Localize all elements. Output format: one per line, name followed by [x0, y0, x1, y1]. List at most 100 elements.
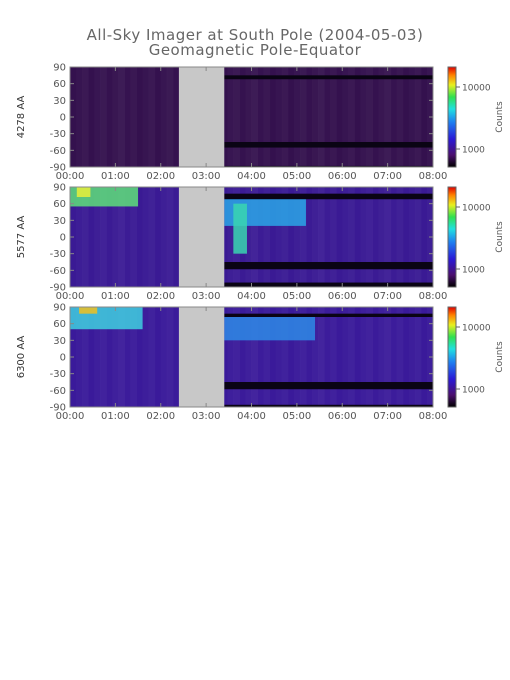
y-tick-label: 90: [53, 303, 66, 314]
texture-stripe: [155, 307, 162, 407]
texture-stripe: [118, 187, 125, 287]
texture-stripe: [366, 67, 373, 167]
texture-stripe: [76, 67, 83, 167]
y-tick-label: -30: [50, 249, 66, 260]
x-tick-label: 01:00: [101, 171, 130, 182]
texture-stripe: [173, 307, 180, 407]
texture-stripe: [143, 187, 150, 287]
chart-subtitle: Geomagnetic Pole-Equator: [148, 41, 362, 59]
texture-stripe: [342, 67, 349, 167]
texture-stripe: [149, 187, 156, 287]
aurora-region: [224, 317, 316, 341]
texture-stripe: [251, 187, 259, 287]
x-tick-label: 03:00: [192, 411, 221, 422]
aurora-region: [233, 203, 247, 254]
y-axis-label: 5577 AA: [16, 216, 27, 259]
y-tick-label: -60: [50, 266, 66, 277]
texture-stripe: [330, 67, 337, 167]
aurora-region: [76, 187, 91, 197]
texture-stripe: [348, 307, 355, 407]
texture-stripe: [324, 187, 331, 287]
texture-stripe: [118, 307, 125, 407]
texture-stripe: [100, 187, 107, 287]
colorbar-label: Counts: [495, 341, 505, 373]
colorbar-frame: [447, 186, 457, 288]
dark-band: [224, 382, 433, 390]
y-tick-label: 30: [53, 96, 66, 107]
x-tick-label: 04:00: [237, 291, 266, 302]
y-axis-label: 4278 AA: [16, 96, 27, 139]
texture-stripe: [155, 67, 162, 167]
y-tick-label: 30: [53, 336, 66, 347]
texture-stripe: [409, 307, 416, 407]
y-tick-label: 90: [53, 183, 66, 194]
texture-stripe: [143, 67, 150, 167]
texture-stripe: [124, 67, 131, 167]
x-tick-label: 06:00: [328, 411, 357, 422]
no-data-gap: [178, 187, 225, 287]
texture-stripe: [299, 307, 307, 407]
texture-stripe: [161, 67, 168, 167]
texture-stripe: [397, 187, 404, 287]
texture-stripe: [233, 307, 240, 407]
x-tick-label: 04:00: [237, 411, 266, 422]
texture-stripe: [251, 67, 259, 167]
texture-stripe: [366, 307, 373, 407]
colorbar-tick-label: 10000: [462, 204, 491, 214]
texture-stripe: [318, 307, 325, 407]
texture-stripe: [173, 67, 180, 167]
x-tick-label: 00:00: [56, 411, 85, 422]
texture-stripe: [391, 67, 398, 167]
dark-band: [224, 313, 433, 317]
texture-stripe: [373, 67, 380, 167]
x-tick-label: 00:00: [56, 291, 85, 302]
texture-stripe: [88, 67, 95, 167]
colorbar: [448, 67, 456, 167]
texture-stripe: [318, 187, 325, 287]
texture-stripe: [421, 187, 428, 287]
colorbar: [448, 187, 456, 287]
texture-stripe: [397, 307, 404, 407]
colorbar-frame: [447, 306, 457, 408]
x-tick-label: 05:00: [282, 411, 311, 422]
x-tick-label: 08:00: [419, 411, 448, 422]
x-tick-label: 00:00: [56, 171, 85, 182]
x-tick-label: 05:00: [282, 171, 311, 182]
texture-stripe: [324, 67, 331, 167]
x-tick-label: 02:00: [146, 171, 175, 182]
texture-stripe: [264, 67, 271, 167]
texture-stripe: [118, 67, 125, 167]
texture-stripe: [360, 67, 367, 167]
x-tick-label: 07:00: [373, 291, 402, 302]
y-tick-label: -90: [50, 163, 66, 174]
texture-stripe: [373, 307, 380, 407]
texture-stripe: [100, 307, 107, 407]
texture-stripe: [239, 67, 246, 167]
texture-stripe: [342, 187, 349, 287]
texture-stripe: [312, 187, 319, 287]
x-tick-label: 02:00: [146, 411, 175, 422]
texture-stripe: [258, 67, 265, 167]
texture-stripe: [112, 67, 119, 167]
texture-stripe: [360, 187, 367, 287]
texture-stripe: [276, 67, 283, 167]
texture-stripe: [149, 307, 156, 407]
texture-stripe: [330, 187, 337, 287]
texture-stripe: [143, 307, 150, 407]
y-tick-label: -60: [50, 146, 66, 157]
texture-stripe: [379, 307, 386, 407]
texture-stripe: [82, 67, 89, 167]
y-tick-label: -90: [50, 403, 66, 414]
x-tick-label: 04:00: [237, 171, 266, 182]
y-tick-label: 60: [53, 199, 66, 210]
texture-stripe: [415, 307, 422, 407]
texture-stripe: [342, 307, 349, 407]
texture-stripe: [288, 67, 295, 167]
no-data-gap: [178, 307, 225, 407]
texture-stripe: [94, 67, 101, 167]
y-tick-label: -30: [50, 129, 66, 140]
